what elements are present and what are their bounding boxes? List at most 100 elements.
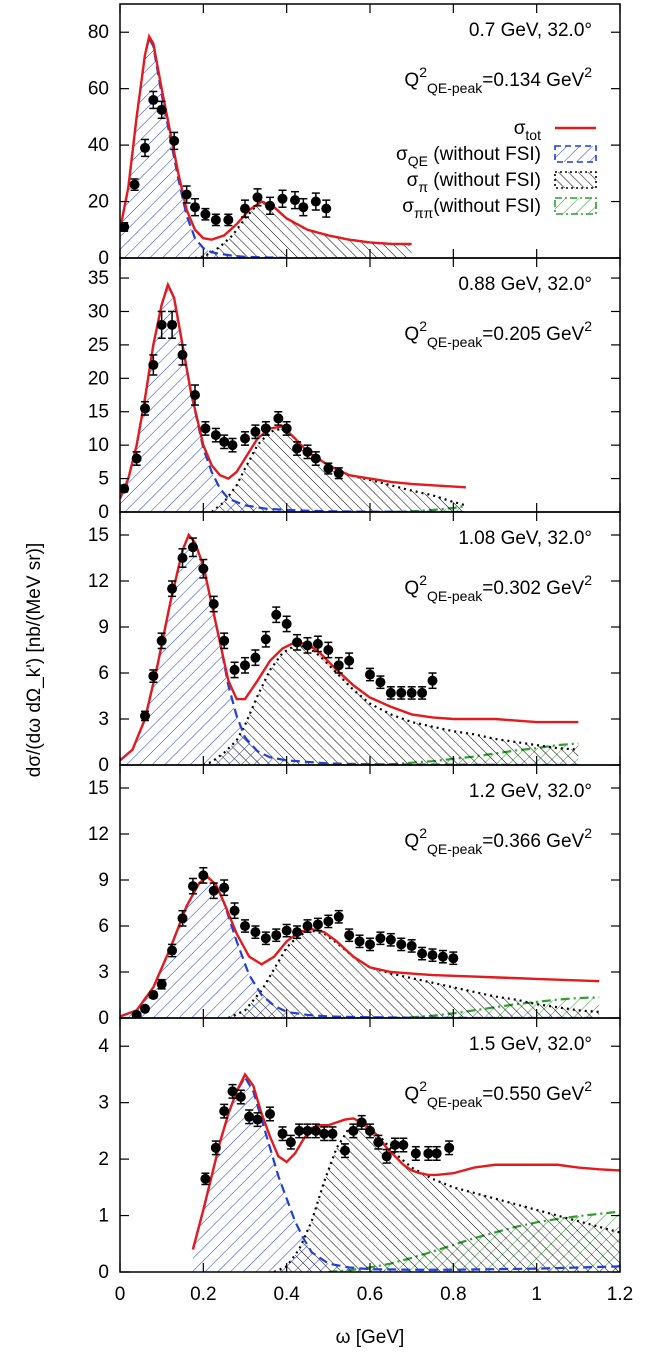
- sigma-pi-curve-fill: [203, 645, 579, 765]
- legend-label: σπ (without FSI): [407, 170, 541, 195]
- q2-annotation: Q2QE-peak=0.302 GeV2: [404, 572, 592, 604]
- sigma-tot-curve: [120, 532, 579, 762]
- data-point: [356, 1117, 367, 1128]
- y-tick-label: 9: [98, 870, 109, 891]
- data-point: [423, 1148, 434, 1159]
- y-tick-label: 10: [88, 435, 109, 456]
- legend-swatch: [554, 171, 597, 189]
- legend-swatch: [554, 145, 597, 163]
- data-point: [431, 1148, 442, 1159]
- data-point: [302, 1125, 313, 1136]
- legend-swatch: [554, 197, 597, 215]
- legend-label: σππ(without FSI): [402, 196, 541, 221]
- y-tick-label: 0: [98, 248, 109, 269]
- data-point: [390, 1140, 400, 1150]
- data-point: [219, 635, 230, 646]
- data-point: [200, 423, 211, 434]
- data-point: [140, 403, 150, 414]
- y-tick-label: 0: [98, 502, 109, 523]
- sigma-qe-curve-fill: [120, 535, 579, 765]
- y-tick-label: 5: [98, 469, 109, 490]
- x-tick-label: 1.2: [607, 1284, 633, 1305]
- data-point: [365, 1125, 375, 1136]
- data-point: [323, 645, 334, 655]
- data-point: [129, 179, 140, 190]
- data-point: [200, 1173, 211, 1184]
- data-point: [260, 933, 271, 944]
- data-point: [302, 921, 313, 931]
- data-point: [148, 671, 159, 682]
- data-point: [323, 916, 334, 927]
- q2-annotation: Q2QE-peak=0.550 GeV2: [404, 1078, 592, 1110]
- data-point: [210, 1142, 221, 1153]
- panel-frame: [119, 3, 621, 259]
- y-tick-label: 0: [98, 755, 109, 776]
- x-tick-label: 1: [531, 1284, 542, 1305]
- data-point: [240, 921, 250, 931]
- data-point: [427, 950, 438, 961]
- data-point: [292, 637, 303, 648]
- sigma-qe-curve-fill: [120, 284, 466, 512]
- data-point: [437, 951, 448, 962]
- data-point: [229, 905, 240, 916]
- data-point: [273, 413, 284, 424]
- data-point: [190, 202, 200, 213]
- data-point: [131, 1009, 142, 1018]
- data-point: [373, 1137, 384, 1148]
- data-point: [240, 203, 250, 214]
- x-tick-label: 0: [115, 1284, 126, 1305]
- data-point: [310, 453, 321, 464]
- sigma-tot-curve-line: [120, 281, 466, 500]
- data-point: [208, 599, 219, 609]
- legend-entry: σQE (without FSI): [396, 144, 597, 169]
- data-point: [208, 885, 219, 896]
- x-tick-label: 0.2: [190, 1284, 216, 1305]
- legend-label: σtot: [514, 118, 541, 143]
- sigma-qe-curve: [120, 281, 466, 512]
- panel-3: 0 3 6 9 12 15 1.08 GeV, 32.0° Q2QE-peak=0.302 G…: [88, 511, 621, 776]
- sigma-pi-curve-line: [273, 1124, 620, 1272]
- data-point: [140, 142, 150, 153]
- data-point: [302, 446, 313, 457]
- x-tick-label: 0.6: [357, 1284, 383, 1305]
- y-tick-label: 40: [88, 135, 109, 156]
- data-point: [312, 638, 323, 649]
- data-point: [323, 463, 334, 474]
- sigma-tot-curve: [120, 875, 600, 1018]
- x-tick-label: 0.4: [273, 1284, 300, 1305]
- data-point: [427, 675, 438, 686]
- sigma-pi-curve-fill: [195, 201, 412, 258]
- q2-annotation: Q2QE-peak=0.366 GeV2: [404, 825, 592, 857]
- x-tick-label: 0.8: [440, 1284, 466, 1305]
- data-point: [277, 193, 288, 204]
- data-point: [240, 433, 250, 444]
- data-point: [210, 430, 221, 441]
- panel-title: 1.2 GeV, 32.0°: [469, 781, 592, 802]
- data-points: [140, 537, 438, 722]
- y-tick-label: 6: [98, 916, 109, 937]
- data-point: [354, 936, 365, 947]
- panel-title: 1.08 GeV, 32.0°: [458, 528, 592, 549]
- data-point: [298, 202, 309, 213]
- data-point: [250, 426, 261, 437]
- data-point: [120, 221, 130, 232]
- sigma-tot-curve-line: [120, 532, 579, 762]
- data-point: [156, 979, 167, 990]
- data-point: [406, 687, 417, 698]
- data-point: [200, 209, 211, 220]
- data-point: [406, 940, 417, 951]
- data-point: [250, 927, 261, 938]
- data-point: [235, 1092, 246, 1103]
- data-point: [281, 423, 292, 434]
- data-point: [340, 1145, 350, 1156]
- q2-annotation: Q2QE-peak=0.205 GeV2: [404, 318, 592, 350]
- data-point: [177, 913, 188, 924]
- data-point: [385, 687, 396, 698]
- data-point: [140, 1003, 150, 1014]
- data-point: [219, 882, 230, 893]
- data-point: [333, 660, 344, 671]
- data-point: [190, 390, 200, 401]
- data-point: [290, 195, 300, 206]
- data-point: [277, 1128, 288, 1139]
